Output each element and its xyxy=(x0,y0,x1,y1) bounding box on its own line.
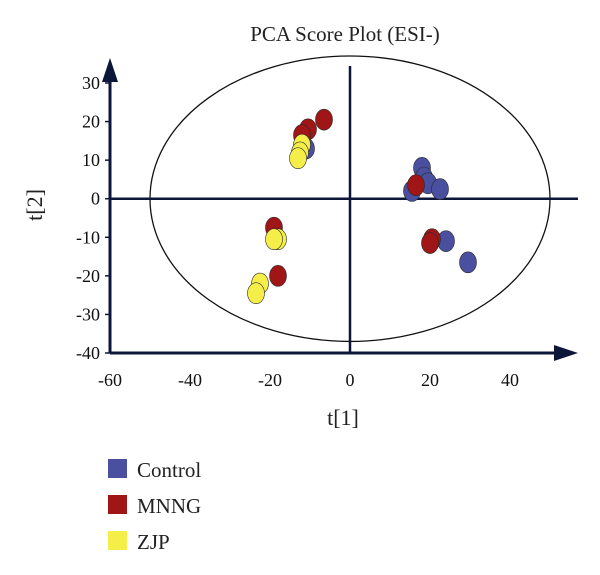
x-tick-label: -40 xyxy=(178,370,202,390)
x-tick-label: -20 xyxy=(258,370,282,390)
ticks-layer: -60 -40 -20 0 20 40 -40 -30 -20 -10 0 10 20 30 xyxy=(76,73,519,390)
x-tick-label: 40 xyxy=(501,370,519,390)
y-tick-label: -10 xyxy=(76,227,100,247)
y-tick-label: 30 xyxy=(82,73,100,93)
x-axis-label: t[1] xyxy=(327,405,359,430)
x-tick-label: 0 xyxy=(346,370,355,390)
legend-swatch-control xyxy=(108,459,127,478)
scatter-point-control xyxy=(459,251,477,274)
legend-label-zjp: ZJP xyxy=(137,530,170,554)
y-tick-label: 0 xyxy=(91,189,100,209)
scatter-point-mnng xyxy=(269,265,287,287)
scatter-point-mnng xyxy=(421,232,439,254)
legend: Control MNNG ZJP xyxy=(108,458,201,554)
scatter-point-mnng xyxy=(315,108,333,131)
scatter-point-zjp xyxy=(289,147,307,170)
scatter-point-mnng xyxy=(407,174,425,197)
legend-label-control: Control xyxy=(137,458,201,482)
plot-area: -60 -40 -20 0 20 40 -40 -30 -20 -10 0 10 20 30 xyxy=(76,55,578,390)
x-tick-label: -60 xyxy=(98,370,122,390)
x-tick-label: 20 xyxy=(421,370,439,390)
axes-layer xyxy=(102,58,578,361)
legend-label-mnng: MNNG xyxy=(137,494,201,518)
chart-title: PCA Score Plot (ESI-) xyxy=(250,22,440,46)
y-axis-arrow xyxy=(102,58,118,82)
y-tick-label: -40 xyxy=(76,343,100,363)
legend-swatch-zjp xyxy=(108,531,127,550)
y-tick-label: 20 xyxy=(82,112,100,132)
scatter-point-zjp xyxy=(247,282,265,305)
legend-swatch-mnng xyxy=(108,495,127,514)
y-tick-label: -20 xyxy=(76,266,100,286)
scatter-point-zjp xyxy=(265,228,283,251)
y-axis-label: t[2] xyxy=(22,189,47,221)
y-tick-label: 10 xyxy=(82,150,100,170)
y-tick-label: -30 xyxy=(76,304,100,324)
x-axis-arrow xyxy=(554,345,578,361)
scatter-point-control xyxy=(431,178,449,200)
points-layer xyxy=(247,108,477,305)
